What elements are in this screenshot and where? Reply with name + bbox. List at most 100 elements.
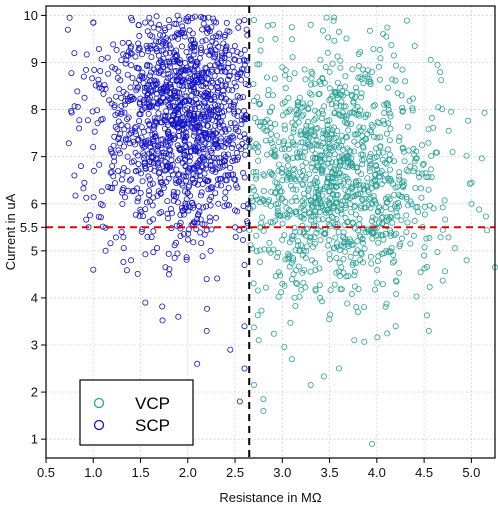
point-vcp [425,139,432,146]
point-scp [203,227,210,234]
point-vcp [347,253,354,260]
reference-lines [46,6,495,458]
point-scp [199,156,206,163]
point-scp [94,107,101,114]
point-scp [221,55,228,62]
point-scp [224,151,231,158]
point-vcp [264,151,271,158]
point-scp [197,192,204,199]
point-vcp [275,183,282,190]
point-vcp [340,103,347,110]
point-scp [199,26,206,33]
point-scp [148,159,155,166]
point-vcp [391,258,398,265]
point-vcp [284,162,291,169]
point-vcp [368,121,375,128]
point-vcp [375,239,382,246]
point-scp [168,34,175,41]
point-scp [135,22,142,29]
point-vcp [295,263,302,270]
point-vcp [270,144,277,151]
point-scp [165,102,172,109]
point-scp [99,85,106,92]
point-scp [200,69,207,76]
point-vcp [288,236,295,243]
point-scp [226,28,233,35]
point-scp [143,42,150,49]
point-scp [177,219,184,226]
point-scp [190,219,197,226]
point-vcp [285,250,292,257]
point-scp [186,27,193,34]
point-vcp [382,204,389,211]
point-scp [130,138,137,145]
point-vcp [393,290,400,297]
point-vcp [399,107,406,114]
point-scp [218,49,225,56]
point-scp [159,90,166,97]
point-vcp [378,180,385,187]
point-scp [119,189,126,196]
point-vcp [324,122,331,129]
point-vcp [434,249,441,256]
point-vcp [285,156,292,163]
point-vcp [345,243,352,250]
point-scp [241,46,248,53]
point-scp [161,125,168,132]
point-scp [123,267,130,274]
point-vcp [360,124,367,131]
point-vcp [371,102,378,109]
point-vcp [325,174,332,181]
point-vcp [269,219,276,226]
point-vcp [309,146,316,153]
point-vcp [336,153,343,160]
point-scp [174,189,181,196]
point-scp [72,192,79,199]
point-vcp [342,103,349,110]
point-vcp [304,141,311,148]
point-vcp [340,156,347,163]
point-vcp [318,115,325,122]
point-vcp [360,186,367,193]
point-scp [177,211,184,218]
point-scp [99,116,106,123]
point-vcp [271,75,278,82]
point-scp [197,229,204,236]
point-vcp [322,145,329,152]
point-vcp [421,211,428,218]
point-vcp [417,269,424,276]
point-vcp [385,106,392,113]
point-scp [152,118,159,125]
point-scp [176,57,183,64]
point-scp [150,138,157,145]
point-vcp [308,81,315,88]
point-vcp [420,160,427,167]
y-tick-label: 9 [31,55,38,70]
point-scp [139,106,146,113]
point-scp [83,194,90,201]
point-vcp [282,85,289,92]
point-scp [187,66,194,73]
point-vcp [364,175,371,182]
point-scp [96,81,103,88]
point-scp [225,86,232,93]
point-scp [203,48,210,55]
point-scp [182,97,189,104]
point-scp [148,234,155,241]
point-scp [166,137,173,144]
data-points [64,12,498,447]
point-vcp [279,177,286,184]
point-scp [193,138,200,145]
point-vcp [383,247,390,254]
point-vcp [343,152,350,159]
point-vcp [383,300,390,307]
point-vcp [347,121,354,128]
point-scp [141,152,148,159]
point-vcp [357,94,364,101]
point-vcp [285,145,292,152]
point-vcp [327,95,334,102]
point-vcp [312,259,319,266]
point-vcp [332,234,339,241]
point-scp [154,244,161,251]
point-vcp [367,204,374,211]
